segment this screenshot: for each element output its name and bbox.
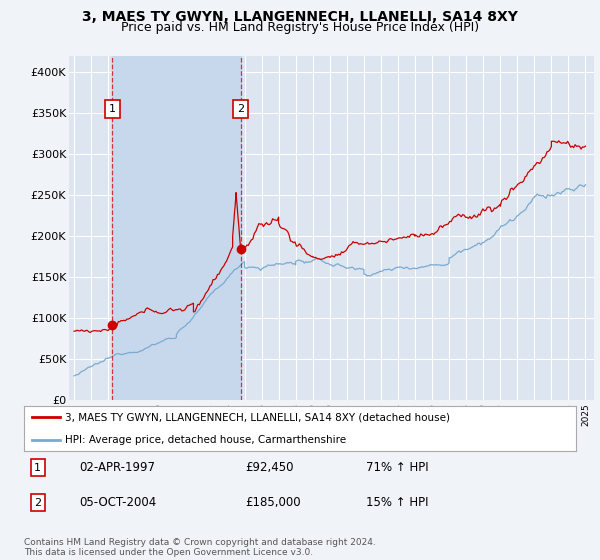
Text: 2: 2: [237, 104, 244, 114]
Bar: [112, 56, 241, 400]
Text: 2: 2: [34, 498, 41, 507]
Text: 1: 1: [34, 463, 41, 473]
Text: 1: 1: [109, 104, 116, 114]
Text: 15% ↑ HPI: 15% ↑ HPI: [366, 496, 429, 509]
Text: 02-APR-1997: 02-APR-1997: [79, 461, 155, 474]
Text: 71% ↑ HPI: 71% ↑ HPI: [366, 461, 429, 474]
Text: Contains HM Land Registry data © Crown copyright and database right 2024.
This d: Contains HM Land Registry data © Crown c…: [24, 538, 376, 557]
Text: 3, MAES TY GWYN, LLANGENNECH, LLANELLI, SA14 8XY (detached house): 3, MAES TY GWYN, LLANGENNECH, LLANELLI, …: [65, 412, 451, 422]
Text: 3, MAES TY GWYN, LLANGENNECH, LLANELLI, SA14 8XY: 3, MAES TY GWYN, LLANGENNECH, LLANELLI, …: [82, 10, 518, 24]
Text: £185,000: £185,000: [245, 496, 301, 509]
Text: HPI: Average price, detached house, Carmarthenshire: HPI: Average price, detached house, Carm…: [65, 435, 347, 445]
Text: Price paid vs. HM Land Registry's House Price Index (HPI): Price paid vs. HM Land Registry's House …: [121, 21, 479, 34]
Text: £92,450: £92,450: [245, 461, 293, 474]
Text: 05-OCT-2004: 05-OCT-2004: [79, 496, 157, 509]
